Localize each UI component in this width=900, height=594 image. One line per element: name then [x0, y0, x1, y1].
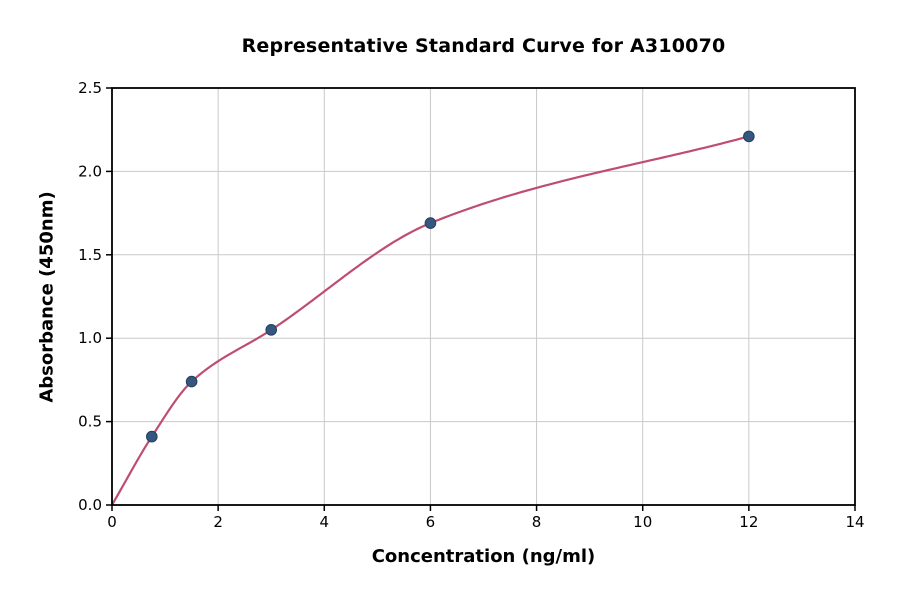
y-axis-label: Absorbance (450nm) — [36, 191, 58, 403]
x-tick-label: 2 — [213, 513, 223, 531]
grid — [111, 87, 856, 506]
data-point — [424, 217, 437, 229]
y-tick-label: 1.5 — [78, 246, 102, 264]
x-axis-label: Concentration (ng/ml) — [371, 546, 596, 567]
x-tick-label: 14 — [845, 513, 864, 531]
y-tick-label: 0.5 — [78, 413, 102, 431]
data-points — [146, 130, 755, 443]
x-tick-label: 4 — [320, 513, 330, 531]
chart-title: Representative Standard Curve for A31007… — [241, 35, 726, 57]
y-tick-label: 2.0 — [78, 162, 102, 180]
data-point — [265, 324, 278, 336]
data-point — [743, 130, 755, 143]
plot-border — [111, 87, 856, 506]
y-tick-label: 1.0 — [78, 329, 102, 347]
axes-ticks: 0 2 4 6 8 10 12 14 0.0 0.5 1.0 1.5 2.0 2.5 — [78, 79, 864, 531]
x-tick-label: 10 — [633, 513, 652, 531]
x-tick-label: 0 — [107, 513, 117, 531]
y-tick-label: 2.5 — [78, 79, 102, 97]
data-point — [185, 375, 198, 388]
y-tick-label: 0.0 — [78, 496, 102, 514]
x-tick-label: 8 — [532, 513, 542, 531]
x-tick-label: 12 — [739, 513, 758, 531]
data-point — [146, 430, 158, 443]
x-tick-label: 6 — [426, 513, 436, 531]
